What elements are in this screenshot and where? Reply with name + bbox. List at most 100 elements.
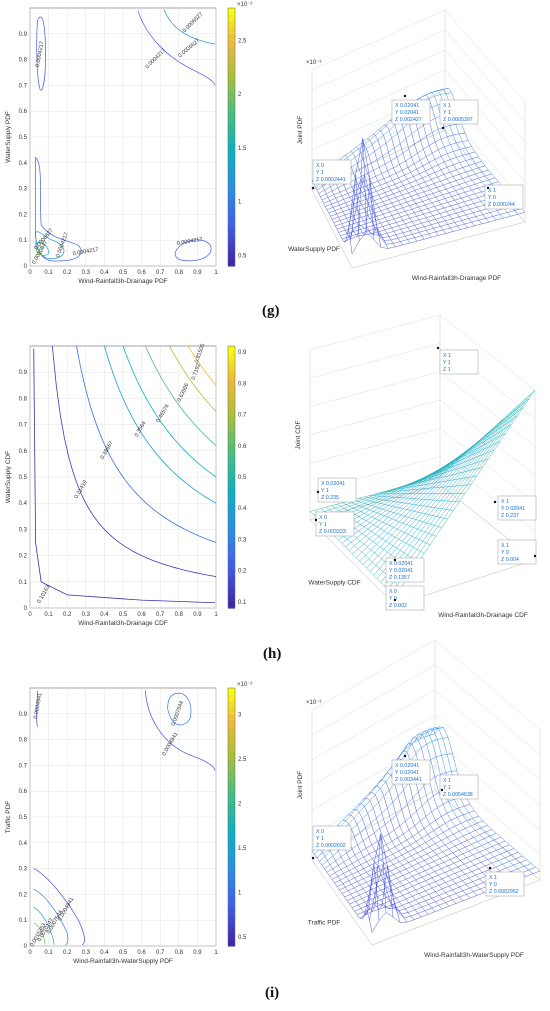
colorbar-segment (228, 496, 235, 504)
y-axis-label: WaterSupply CDF (5, 451, 12, 503)
colorbar-tick-label: 0.3 (238, 537, 247, 543)
surface-mesh-line (309, 476, 441, 512)
x-tick-label: 0.4 (100, 612, 109, 618)
wall-grid-line (434, 639, 541, 731)
colorbar-segment (228, 765, 235, 773)
colorbar-segment (228, 529, 235, 537)
z-exponent: ×10⁻³ (306, 700, 321, 706)
colorbar-segment (228, 378, 235, 386)
colorbar-segment (228, 404, 235, 413)
colorbar-segment (228, 40, 235, 48)
colorbar-segment (228, 14, 235, 22)
colorbar-tick-label: 2.5 (238, 757, 247, 763)
colorbar-segment (228, 900, 235, 908)
colorbar-segment (228, 490, 235, 498)
colorbar-segment (228, 733, 235, 741)
y-tick-label: 0.6 (19, 449, 28, 455)
colorbar-segment (228, 894, 235, 902)
wall-grid-line (309, 314, 441, 351)
data-tip-marker (436, 346, 440, 350)
colorbar-segment (228, 575, 235, 583)
contour-line (34, 156, 82, 262)
colorbar-segment (228, 470, 235, 478)
wall-grid-line (309, 399, 441, 436)
data-tip-text: Y 0 (389, 596, 397, 602)
z-exponent: ×10⁻³ (306, 60, 321, 66)
y-tick-label: 0.8 (19, 396, 28, 402)
wall-grid-line (309, 343, 441, 379)
wall-grid-line (434, 714, 541, 806)
colorbar-segment (228, 346, 235, 354)
colorbar-segment (228, 926, 235, 934)
surface-mesh-line (418, 424, 512, 483)
colorbar-segment (228, 59, 235, 67)
x-tick-label: 0.5 (119, 950, 128, 956)
colorbar-segment (228, 195, 235, 203)
contour-line (35, 241, 49, 256)
data-tip-marker (311, 856, 315, 860)
contour-line (33, 906, 55, 945)
colorbar-tick-label: 2.5 (238, 38, 247, 44)
x-tick-label: 0.2 (63, 612, 72, 618)
x-tick-label: 0.8 (175, 950, 184, 956)
colorbar-segment (228, 694, 235, 702)
y-tick-label: 0.9 (19, 712, 28, 718)
contour-line (76, 345, 217, 543)
colorbar-segment (228, 907, 235, 915)
colorbar-segment (228, 46, 235, 54)
panel-label-i: (i) (265, 985, 280, 1001)
colorbar-segment (228, 784, 235, 792)
y-tick-label: 0.1 (19, 918, 28, 924)
colorbar-segment (228, 411, 235, 419)
data-tip-text: X 0 (316, 163, 324, 169)
panel-label-h: (h) (263, 646, 282, 662)
data-tip-text: Z 0.0002952 (489, 889, 519, 895)
surface-plot-1: Joint CDF WaterSupply CDF Wind-Rainfall3h-… (295, 314, 537, 619)
colorbar-segment (228, 688, 235, 696)
colorbar-segment (228, 601, 235, 609)
wall-grid-line (311, 689, 436, 761)
y-tick-label: 0.8 (19, 58, 28, 64)
data-tip-text: Z 0.003441 (395, 777, 422, 783)
y-tick-label: 0 (24, 606, 28, 612)
x-tick-label: 0 (28, 950, 32, 956)
x-tick-label: 0.9 (193, 950, 202, 956)
data-tip-text: X 1 (501, 499, 509, 505)
data-tip-text: Y 0.02041 (395, 110, 419, 116)
colorbar-segment (228, 398, 235, 406)
data-tip-box (391, 99, 431, 125)
wall-grid-line (311, 639, 436, 711)
colorbar-tick-label: 3 (238, 713, 242, 719)
data-tip-marker (393, 598, 397, 602)
colorbar-segment (228, 246, 235, 254)
surface-mesh-line (434, 726, 541, 872)
colorbar-tick-label: 0.9 (238, 350, 247, 356)
colorbar-segment (228, 535, 235, 544)
data-tip-box (497, 495, 537, 521)
colorbar-segment (228, 842, 235, 850)
data-tip-text: Z 1 (443, 367, 451, 373)
colorbar-segment (228, 253, 235, 261)
data-tip-text: X 1 (443, 353, 451, 359)
colorbar-tick-label: 2 (238, 92, 242, 98)
data-tip-text: Y 1 (316, 836, 324, 842)
x-tick-label: 1 (214, 950, 218, 956)
surface-mesh-line (439, 389, 536, 477)
y-tick-label: 0.2 (19, 212, 28, 218)
colorbar-segment (228, 78, 235, 86)
x-tick-label: 0.1 (44, 612, 53, 618)
data-tip-box (439, 349, 479, 375)
colorbar-segment (228, 791, 235, 799)
contour-label: 0.0004217 (72, 247, 99, 257)
colorbar-segment (228, 372, 235, 380)
y-tick-label: 0.3 (19, 867, 28, 873)
contour-label: 0.0004941 (33, 693, 43, 720)
colorbar-tick-label: 0.2 (238, 569, 247, 575)
y-tick-label: 0 (24, 944, 28, 950)
data-tip-text: Y 1 (443, 110, 451, 116)
wall-grid-line (439, 456, 536, 532)
y-tick-label: 0.8 (19, 738, 28, 744)
data-tip-box (385, 557, 425, 583)
colorbar-tick-label: 1.5 (238, 846, 247, 852)
colorbar: 0.5 1 1.5 2 2.5 ×10⁻³ (227, 2, 252, 267)
